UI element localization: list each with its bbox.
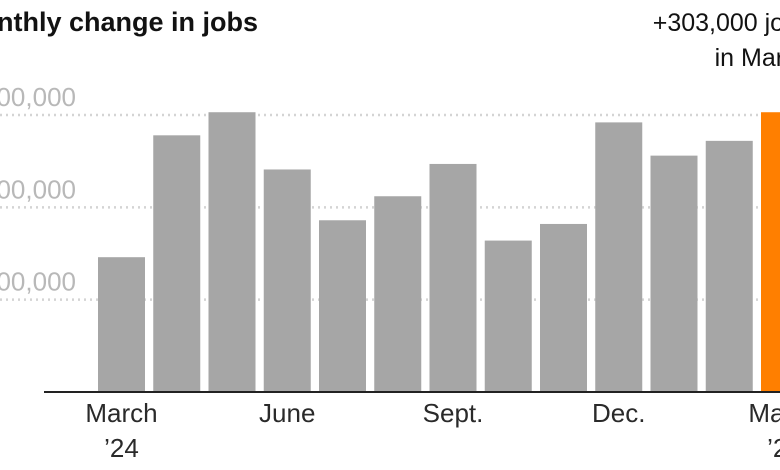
x-tick-label: Dec. [592, 398, 645, 428]
chart-title: Monthly change in jobs [0, 7, 258, 37]
bar [484, 240, 532, 392]
bar [263, 169, 311, 392]
y-tick-label: 300,000 [0, 82, 76, 112]
x-axis-labels: March ’24 June Sept. Dec. March ’25 [85, 398, 780, 463]
bar [374, 196, 422, 392]
bar [153, 135, 201, 392]
annotation-line: in March [715, 44, 780, 72]
bars [98, 112, 780, 393]
bar [540, 223, 587, 392]
x-tick-label: March [85, 398, 157, 428]
bar [595, 122, 643, 393]
x-tick-label: ’24 [104, 433, 139, 463]
y-tick-label: 100,000 [0, 267, 76, 297]
bar [429, 163, 477, 392]
bar-highlighted [761, 112, 780, 392]
y-tick-label: 200,000 [0, 174, 76, 204]
bar [98, 257, 145, 392]
x-tick-label: March [748, 398, 780, 428]
bar [208, 112, 256, 392]
y-axis-labels: 100,000 200,000 300,000 [0, 82, 76, 297]
bar [319, 220, 366, 392]
x-tick-label: ’25 [767, 433, 780, 463]
annotation-line: +303,000 jobs [653, 9, 780, 37]
annotation: +303,000 jobs in March [653, 9, 780, 72]
x-tick-label: June [259, 398, 315, 428]
bar [650, 155, 698, 392]
bar [705, 140, 753, 392]
x-tick-label: Sept. [423, 398, 484, 428]
